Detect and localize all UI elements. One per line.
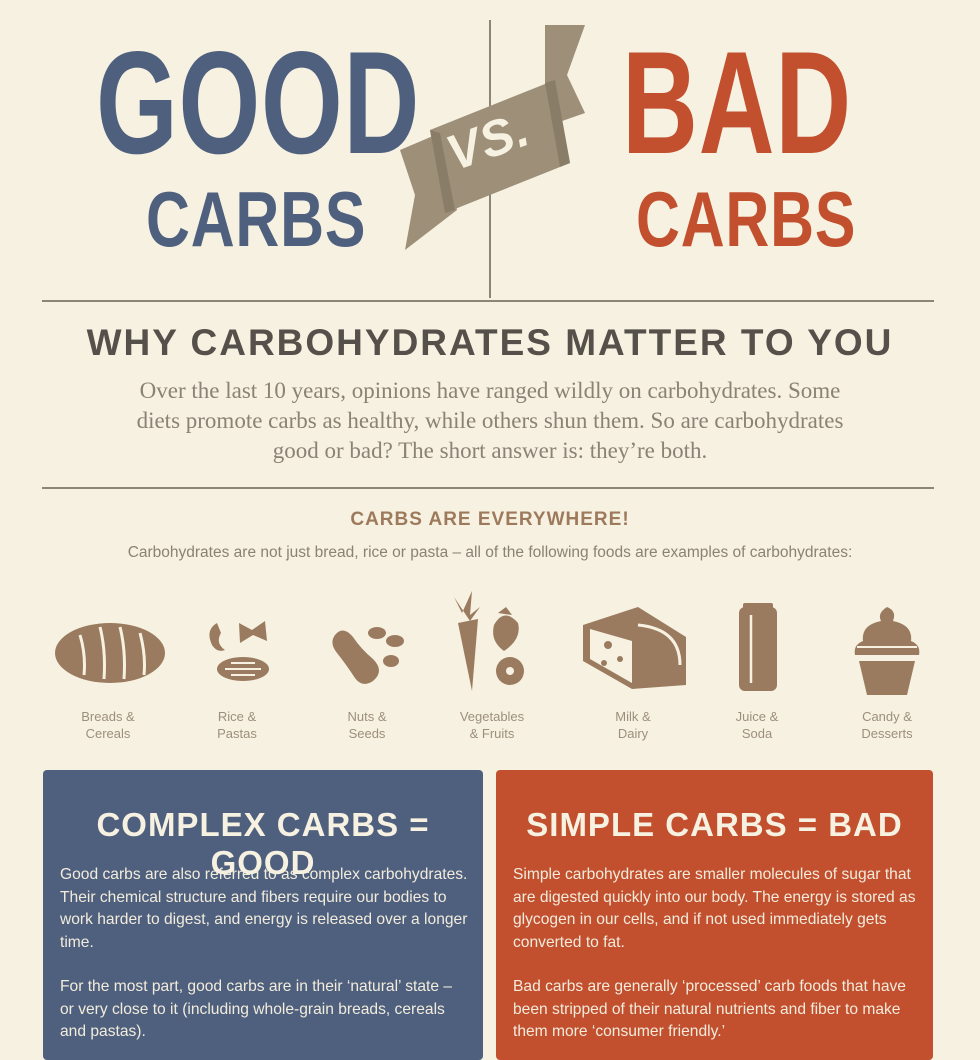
bad-heading: BAD bbox=[622, 21, 852, 184]
food-label-juice: Juice & Soda bbox=[735, 709, 779, 741]
good-carbs-heading: CARBS bbox=[146, 175, 367, 263]
food-vegetables bbox=[427, 585, 557, 695]
everywhere-title: CARBS ARE EVERYWHERE! bbox=[350, 509, 630, 530]
food-pasta bbox=[172, 585, 302, 695]
pasta-icon bbox=[209, 621, 269, 681]
simple-carbs-title: SIMPLE CARBS = BAD bbox=[526, 806, 903, 843]
divider-top bbox=[42, 300, 934, 302]
food-label-nuts: Nuts & Seeds bbox=[347, 709, 387, 741]
food-candy bbox=[822, 585, 952, 695]
food-label-vegetables: Vegetables & Fruits bbox=[459, 709, 525, 741]
simple-carbs-paragraph-1: Simple carbohydrates are smaller molecul… bbox=[513, 866, 916, 951]
carrot-strawberry-icon bbox=[454, 591, 524, 691]
good-heading: GOOD bbox=[96, 21, 421, 184]
why-body: Over the last 10 years, opinions have ra… bbox=[136, 378, 844, 463]
can-icon bbox=[739, 603, 777, 691]
complex-carbs-paragraph-1: Good carbs are also referred to as compl… bbox=[60, 866, 468, 951]
cupcake-icon bbox=[854, 607, 920, 695]
complex-carbs-panel: COMPLEX CARBS = GOOD Good carbs are also… bbox=[43, 770, 483, 1060]
food-label-bread: Breads & Cereals bbox=[81, 709, 135, 741]
why-title: WHY CARBOHYDRATES MATTER TO YOU bbox=[86, 322, 894, 363]
divider-middle bbox=[42, 487, 934, 489]
bad-carbs-heading: CARBS bbox=[636, 175, 857, 263]
nuts-icon bbox=[332, 627, 404, 684]
food-juice bbox=[692, 585, 822, 695]
bread-icon bbox=[55, 623, 165, 683]
vs-ribbon-icon bbox=[400, 25, 585, 250]
complex-carbs-title: COMPLEX CARBS = GOOD bbox=[96, 806, 430, 881]
simple-carbs-paragraph-2: Bad carbs are generally ‘processed’ carb… bbox=[513, 978, 906, 1040]
food-bread bbox=[43, 585, 173, 695]
food-label-pasta: Rice & Pastas bbox=[217, 709, 257, 741]
cheese-icon bbox=[583, 607, 686, 689]
food-nuts bbox=[302, 585, 432, 695]
food-label-candy: Candy & Desserts bbox=[861, 709, 913, 741]
simple-carbs-panel: SIMPLE CARBS = BAD Simple carbohydrates … bbox=[496, 770, 933, 1060]
complex-carbs-paragraph-2: For the most part, good carbs are in the… bbox=[60, 978, 453, 1040]
food-label-dairy: Milk & Dairy bbox=[615, 709, 651, 741]
food-dairy bbox=[568, 585, 698, 695]
everywhere-subtitle: Carbohydrates are not just bread, rice o… bbox=[127, 544, 853, 561]
